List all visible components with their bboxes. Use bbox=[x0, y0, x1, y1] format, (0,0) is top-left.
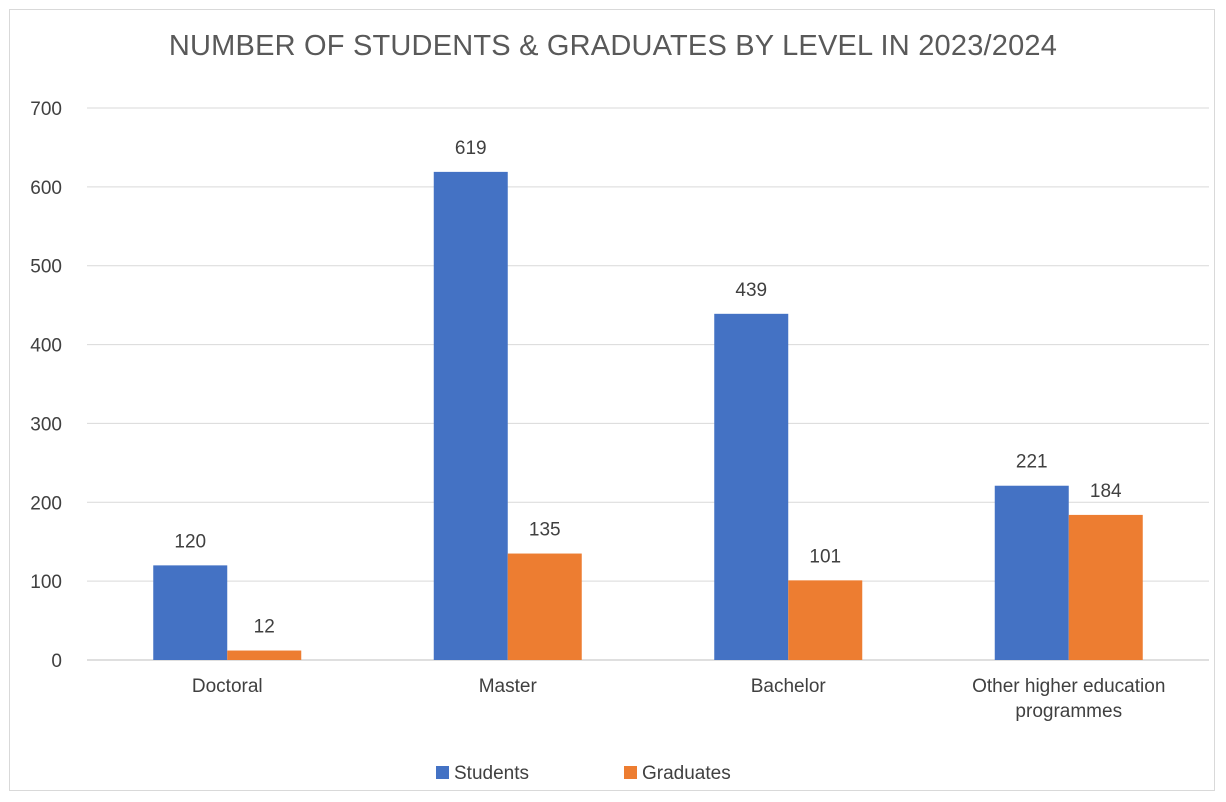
category-label: Doctoral bbox=[192, 676, 263, 697]
bar-graduates-0 bbox=[227, 651, 301, 660]
bar-students-1 bbox=[434, 172, 508, 660]
data-label: 439 bbox=[735, 280, 767, 301]
data-label: 101 bbox=[809, 546, 841, 567]
y-tick-label: 400 bbox=[30, 336, 62, 357]
y-tick-label: 200 bbox=[30, 493, 62, 514]
legend-swatch-graduates bbox=[624, 766, 637, 779]
category-label: Bachelor bbox=[751, 676, 827, 697]
data-label: 221 bbox=[1016, 452, 1048, 473]
data-label: 12 bbox=[254, 617, 275, 638]
y-tick-label: 100 bbox=[30, 572, 62, 593]
y-tick-label: 600 bbox=[30, 178, 62, 199]
category-label: Master bbox=[479, 676, 538, 697]
y-tick-label: 500 bbox=[30, 257, 62, 278]
bar-students-2 bbox=[714, 314, 788, 660]
bar-graduates-2 bbox=[788, 580, 862, 660]
y-tick-label: 0 bbox=[51, 651, 62, 672]
y-tick-label: 700 bbox=[30, 99, 62, 120]
y-axis-ticks: 0 100 200 300 400 500 600 700 bbox=[30, 99, 62, 672]
bar-graduates-1 bbox=[508, 554, 582, 660]
data-label: 619 bbox=[455, 138, 487, 159]
y-tick-label: 300 bbox=[30, 414, 62, 435]
legend: Students Graduates bbox=[436, 763, 731, 784]
legend-label-graduates: Graduates bbox=[642, 763, 731, 784]
bar-students-0 bbox=[153, 565, 227, 660]
legend-label-students: Students bbox=[454, 763, 529, 784]
data-label: 120 bbox=[174, 531, 206, 552]
bars bbox=[153, 172, 1143, 660]
data-label: 184 bbox=[1090, 481, 1122, 502]
data-labels: 120 12 619 135 439 101 221 184 bbox=[174, 138, 1122, 638]
data-label: 135 bbox=[529, 520, 561, 541]
category-label: Other higher education programmes bbox=[972, 676, 1165, 722]
legend-swatch-students bbox=[436, 766, 449, 779]
bar-graduates-3 bbox=[1069, 515, 1143, 660]
bar-students-3 bbox=[995, 486, 1069, 660]
x-axis-categories: Doctoral Master Bachelor Other higher educa… bbox=[192, 676, 1166, 722]
